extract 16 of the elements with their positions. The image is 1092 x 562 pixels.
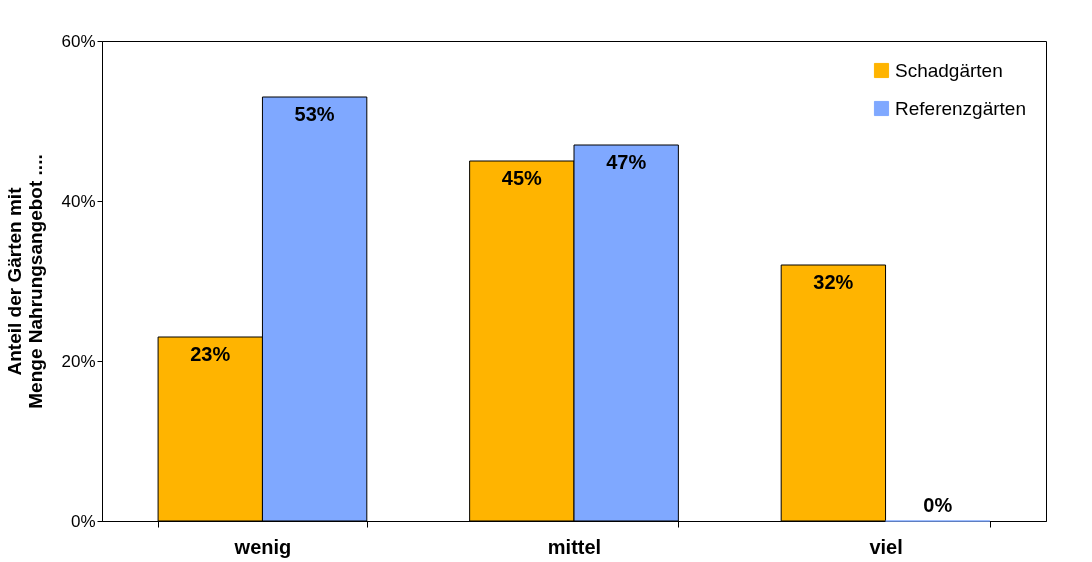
data-label: 45% [501,167,543,189]
x-tick-label: mittel [547,535,602,558]
legend-label: Schadgärten [895,59,1003,81]
y-tick-label: 0% [70,511,96,531]
y-axis-title: Anteil der Gärten mit Menge Nahrungsangebot .... [4,154,47,409]
y-tick-label: 60% [61,31,96,51]
data-label: 32% [813,271,854,293]
legend-label: Referenzgärten [895,97,1026,119]
data-label: 53% [294,103,335,125]
x-tick-label: viel [869,535,903,558]
data-label: 0% [923,494,953,516]
x-tick-label: wenig [233,535,292,558]
data-label: 47% [606,151,647,173]
y-tick-label: 20% [61,351,96,371]
y-tick-label: 40% [61,191,96,211]
data-label: 23% [190,343,231,365]
